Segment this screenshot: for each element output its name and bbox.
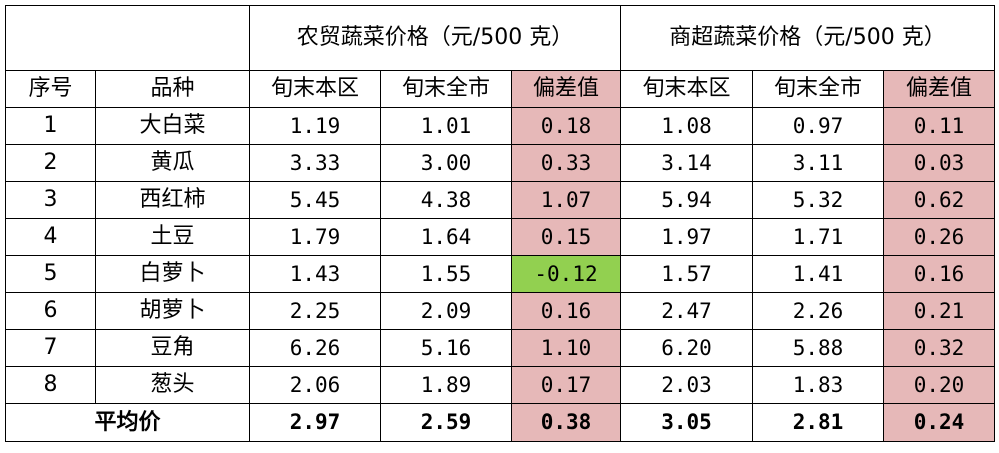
table-row: 7 豆角 6.26 5.16 1.10 6.20 5.88 0.32 <box>5 329 995 367</box>
cell-super-local: 3.14 <box>620 144 753 182</box>
cell-super-local: 1.08 <box>620 107 753 145</box>
table-row: 5 白萝卜 1.43 1.55 -0.12 1.57 1.41 0.16 <box>5 255 995 293</box>
cell-name: 大白菜 <box>95 107 250 145</box>
cell-farm-local: 6.26 <box>249 329 381 367</box>
col-header-super-local: 旬末本区 <box>620 70 753 108</box>
cell-farm-deviation: 0.16 <box>511 292 621 330</box>
group-header-row: 农贸蔬菜价格（元/500 克） 商超蔬菜价格（元/500 克） <box>5 5 995 71</box>
cell-super-city: 0.97 <box>752 107 884 145</box>
cell-super-deviation: 0.03 <box>883 144 995 182</box>
table-body: 农贸蔬菜价格（元/500 克） 商超蔬菜价格（元/500 克） 序号 品种 旬末… <box>5 5 995 442</box>
cell-super-city: 5.32 <box>752 181 884 219</box>
average-row: 平均价 2.97 2.59 0.38 3.05 2.81 0.24 <box>5 403 995 442</box>
table-row: 1 大白菜 1.19 1.01 0.18 1.08 0.97 0.11 <box>5 107 995 145</box>
table-row: 4 土豆 1.79 1.64 0.15 1.97 1.71 0.26 <box>5 218 995 256</box>
cell-super-deviation: 0.32 <box>883 329 995 367</box>
cell-super-deviation: 0.26 <box>883 218 995 256</box>
table-row: 2 黄瓜 3.33 3.00 0.33 3.14 3.11 0.03 <box>5 144 995 182</box>
cell-index: 2 <box>5 144 96 182</box>
cell-super-deviation: 0.11 <box>883 107 995 145</box>
cell-farm-deviation: 1.10 <box>511 329 621 367</box>
cell-farm-city: 5.16 <box>380 329 512 367</box>
cell-farm-city: 1.89 <box>380 366 512 404</box>
table-row: 6 胡萝卜 2.25 2.09 0.16 2.47 2.26 0.21 <box>5 292 995 330</box>
cell-farm-deviation: 1.07 <box>511 181 621 219</box>
average-super-local: 3.05 <box>620 403 753 442</box>
average-super-city: 2.81 <box>752 403 884 442</box>
cell-super-deviation: 0.16 <box>883 255 995 293</box>
cell-name: 豆角 <box>95 329 250 367</box>
cell-farm-local: 1.43 <box>249 255 381 293</box>
cell-farm-local: 1.79 <box>249 218 381 256</box>
farm-market-group-header: 农贸蔬菜价格（元/500 克） <box>249 5 621 71</box>
average-label: 平均价 <box>5 403 250 442</box>
cell-farm-local: 3.33 <box>249 144 381 182</box>
cell-name: 胡萝卜 <box>95 292 250 330</box>
vegetable-price-table: 农贸蔬菜价格（元/500 克） 商超蔬菜价格（元/500 克） 序号 品种 旬末… <box>5 5 995 442</box>
cell-super-local: 2.03 <box>620 366 753 404</box>
cell-name: 土豆 <box>95 218 250 256</box>
cell-farm-local: 2.06 <box>249 366 381 404</box>
col-header-farm-city: 旬末全市 <box>380 70 512 108</box>
cell-index: 3 <box>5 181 96 219</box>
average-super-deviation: 0.24 <box>883 403 995 442</box>
cell-super-local: 1.57 <box>620 255 753 293</box>
col-header-super-city: 旬末全市 <box>752 70 884 108</box>
cell-name: 葱头 <box>95 366 250 404</box>
average-farm-city: 2.59 <box>380 403 512 442</box>
cell-super-deviation: 0.21 <box>883 292 995 330</box>
cell-super-local: 2.47 <box>620 292 753 330</box>
cell-farm-city: 4.38 <box>380 181 512 219</box>
col-header-farm-deviation: 偏差值 <box>511 70 621 108</box>
cell-farm-city: 3.00 <box>380 144 512 182</box>
cell-super-deviation: 0.62 <box>883 181 995 219</box>
table-row: 8 葱头 2.06 1.89 0.17 2.03 1.83 0.20 <box>5 366 995 404</box>
average-farm-deviation: 0.38 <box>511 403 621 442</box>
cell-farm-deviation: -0.12 <box>511 255 621 293</box>
cell-farm-city: 1.01 <box>380 107 512 145</box>
cell-farm-deviation: 0.33 <box>511 144 621 182</box>
cell-farm-deviation: 0.15 <box>511 218 621 256</box>
cell-super-deviation: 0.20 <box>883 366 995 404</box>
cell-super-city: 1.41 <box>752 255 884 293</box>
cell-index: 7 <box>5 329 96 367</box>
cell-index: 6 <box>5 292 96 330</box>
cell-index: 5 <box>5 255 96 293</box>
cell-farm-city: 2.09 <box>380 292 512 330</box>
table-row: 3 西红柿 5.45 4.38 1.07 5.94 5.32 0.62 <box>5 181 995 219</box>
cell-farm-local: 1.19 <box>249 107 381 145</box>
cell-super-local: 5.94 <box>620 181 753 219</box>
col-header-farm-local: 旬末本区 <box>249 70 381 108</box>
col-header-index: 序号 <box>5 70 96 108</box>
col-header-name: 品种 <box>95 70 250 108</box>
corner-cell <box>5 5 250 71</box>
supermarket-group-header: 商超蔬菜价格（元/500 克） <box>620 5 995 71</box>
cell-name: 西红柿 <box>95 181 250 219</box>
column-header-row: 序号 品种 旬末本区 旬末全市 偏差值 旬末本区 旬末全市 偏差值 <box>5 70 995 108</box>
cell-super-city: 2.26 <box>752 292 884 330</box>
cell-name: 黄瓜 <box>95 144 250 182</box>
cell-farm-deviation: 0.18 <box>511 107 621 145</box>
cell-index: 8 <box>5 366 96 404</box>
cell-farm-city: 1.55 <box>380 255 512 293</box>
cell-farm-local: 2.25 <box>249 292 381 330</box>
cell-farm-deviation: 0.17 <box>511 366 621 404</box>
cell-super-city: 1.71 <box>752 218 884 256</box>
cell-farm-local: 5.45 <box>249 181 381 219</box>
cell-super-city: 3.11 <box>752 144 884 182</box>
cell-name: 白萝卜 <box>95 255 250 293</box>
cell-super-city: 5.88 <box>752 329 884 367</box>
cell-super-local: 1.97 <box>620 218 753 256</box>
average-farm-local: 2.97 <box>249 403 381 442</box>
cell-index: 4 <box>5 218 96 256</box>
col-header-super-deviation: 偏差值 <box>883 70 995 108</box>
cell-super-local: 6.20 <box>620 329 753 367</box>
cell-super-city: 1.83 <box>752 366 884 404</box>
cell-farm-city: 1.64 <box>380 218 512 256</box>
cell-index: 1 <box>5 107 96 145</box>
